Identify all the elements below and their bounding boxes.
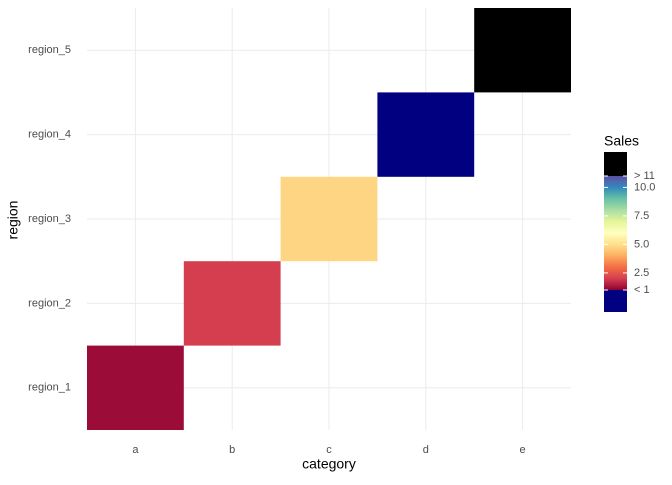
y-tick-label: region_1 bbox=[28, 382, 71, 394]
y-tick-label: region_2 bbox=[28, 297, 71, 309]
heatmap-cell bbox=[280, 176, 378, 262]
legend-tick-label: 7.5 bbox=[634, 210, 649, 222]
heatmap-cell bbox=[474, 8, 571, 93]
legend-above-box bbox=[604, 152, 627, 176]
legend-title: Sales bbox=[604, 133, 639, 149]
heatmap-cell bbox=[377, 92, 475, 177]
legend-tick-label: 10.0 bbox=[634, 181, 655, 193]
y-tick-label: region_4 bbox=[28, 129, 71, 141]
y-tick-label: region_3 bbox=[28, 213, 71, 225]
y-tick-label: region_5 bbox=[28, 44, 71, 56]
x-tick-label: b bbox=[229, 444, 235, 456]
x-tick-label: a bbox=[132, 444, 139, 456]
x-tick-label: d bbox=[423, 444, 429, 456]
heatmap-cell bbox=[87, 345, 184, 430]
legend-tick-label: > 11 bbox=[634, 170, 655, 182]
legend-colorbar bbox=[604, 176, 627, 290]
x-tick-label: c bbox=[326, 444, 332, 456]
heatmap-cell bbox=[183, 261, 281, 346]
legend-tick-label: 2.5 bbox=[634, 267, 649, 279]
legend-tick-label: 5.0 bbox=[634, 238, 649, 250]
x-axis-title: category bbox=[302, 456, 356, 472]
legend-below-box bbox=[604, 290, 627, 312]
legend-tick-label: < 1 bbox=[634, 284, 650, 296]
y-axis-title: region bbox=[5, 201, 21, 240]
x-tick-label: e bbox=[520, 444, 526, 456]
